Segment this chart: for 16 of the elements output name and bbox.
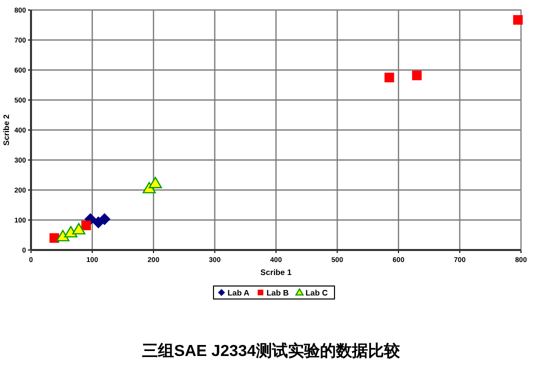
point — [98, 213, 110, 226]
point — [412, 70, 422, 80]
y-axis-title: Scribe 2 — [2, 114, 11, 146]
legend-label: Lab A — [228, 288, 250, 298]
point — [148, 176, 162, 188]
point — [72, 223, 86, 234]
x-axis-title: Scribe 1 — [260, 268, 292, 277]
point — [49, 233, 60, 243]
point — [513, 15, 523, 25]
point — [81, 220, 91, 230]
text: 三组SAE J2334测试实验的数据比较 — [142, 342, 401, 360]
point — [56, 230, 70, 242]
legend-label: Lab B — [266, 288, 289, 298]
point — [142, 182, 156, 194]
point — [384, 72, 394, 82]
legend-label: Lab C — [306, 288, 328, 298]
